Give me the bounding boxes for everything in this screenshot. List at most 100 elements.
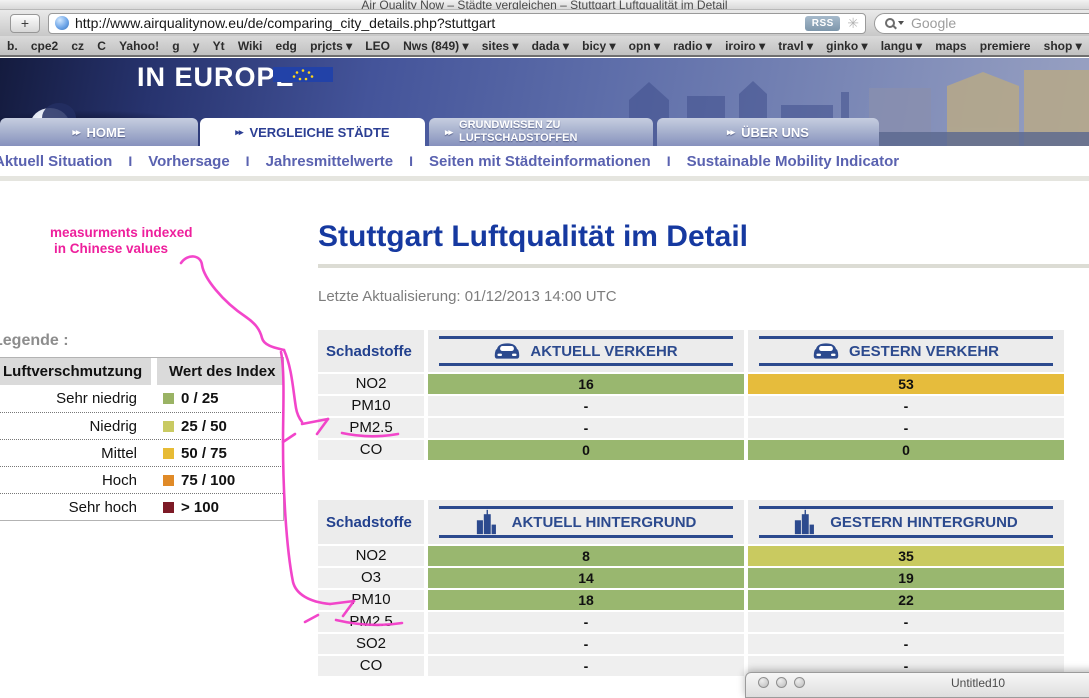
- bookmark-item[interactable]: iroiro ▾: [725, 38, 766, 53]
- index-value-cell: 19: [748, 568, 1064, 588]
- bookmark-item[interactable]: dada ▾: [531, 38, 569, 53]
- bookmark-item[interactable]: langu ▾: [880, 38, 923, 53]
- tab-arrow-icon: ▸▸: [235, 126, 243, 137]
- sub-navigation: Aktuell Situation I Vorhersage I Jahresm…: [0, 146, 1089, 176]
- url-field[interactable]: http://www.airqualitynow.eu/de/comparing…: [48, 12, 866, 34]
- last-update-text: Letzte Aktualisierung: 01/12/2013 14:00 …: [318, 288, 617, 305]
- bookmark-item[interactable]: cz: [71, 38, 85, 53]
- legend-row: Niedrig 25 / 50: [0, 412, 283, 439]
- bookmark-item[interactable]: edg: [275, 38, 297, 53]
- tab-home[interactable]: ▸▸ HOME: [0, 118, 198, 146]
- subnav-staedteinformationen[interactable]: Seiten mit Städteinformationen: [429, 152, 651, 170]
- bookmark-item[interactable]: travl ▾: [778, 38, 813, 53]
- tab-grundwissen[interactable]: ▸▸ GRUNDWISSEN ZU LUFTSCHADSTOFFEN: [429, 118, 653, 146]
- legend-row: Mittel 50 / 75: [0, 439, 283, 466]
- new-tab-button[interactable]: +: [10, 13, 40, 33]
- index-value-cell: 35: [748, 546, 1064, 566]
- index-value-cell: 8: [428, 546, 744, 566]
- window-zoom-button[interactable]: [794, 677, 805, 688]
- tab-ueber-uns[interactable]: ▸▸ ÜBER UNS: [657, 118, 879, 146]
- window-close-button[interactable]: [758, 677, 769, 688]
- subnav-aktuell-situation[interactable]: Aktuell Situation: [0, 152, 113, 170]
- subnav-separator: I: [245, 153, 250, 169]
- tab-label: HOME: [86, 124, 126, 140]
- legend-color-swatch: [163, 474, 174, 486]
- pollutant-label: PM2.5: [318, 612, 424, 632]
- title-divider: [318, 264, 1089, 268]
- subnav-jahresmittelwerte[interactable]: Jahresmittelwerte: [265, 152, 394, 170]
- city-icon: [476, 509, 496, 535]
- bookmark-item[interactable]: Yahoo!: [119, 38, 160, 53]
- car-icon: [813, 343, 839, 359]
- tab-vergleiche-staedte[interactable]: ▸▸ VERGLEICHE STÄDTE: [200, 118, 425, 146]
- subnav-separator: I: [666, 153, 671, 169]
- window-minimize-button[interactable]: [776, 677, 787, 688]
- site-favicon-icon: [55, 16, 69, 30]
- background-window-title: Untitled10: [951, 676, 1006, 690]
- bookmark-item[interactable]: shop ▾: [1043, 38, 1082, 53]
- legend-color-swatch: [163, 393, 174, 404]
- tab-arrow-icon: ▸▸: [727, 126, 735, 137]
- subnav-sustainable-mobility[interactable]: Sustainable Mobility Indicator: [686, 152, 900, 170]
- column-header-label: GESTERN VERKEHR: [848, 342, 1000, 360]
- loading-spinner-icon: ✳: [847, 15, 859, 31]
- traffic-data-table: Schadstoffe AKTUELL VERKEHR GESTERN VERK…: [318, 330, 1064, 460]
- bookmark-item[interactable]: premiere: [979, 38, 1031, 53]
- index-value-cell: -: [428, 612, 744, 632]
- column-header-label: AKTUELL VERKEHR: [530, 342, 678, 360]
- background-data-table: Schadstoffe AKTUELL HINTERGRUND: [318, 500, 1064, 676]
- column-header-label: AKTUELL HINTERGRUND: [511, 513, 697, 531]
- bookmark-item[interactable]: bicy ▾: [582, 38, 616, 53]
- bookmark-item[interactable]: g: [172, 38, 180, 53]
- bookmark-item[interactable]: radio ▾: [673, 38, 712, 53]
- browser-toolbar: + http://www.airqualitynow.eu/de/compari…: [0, 10, 1089, 36]
- index-value-cell: -: [428, 634, 744, 654]
- index-value-cell: 16: [428, 374, 744, 394]
- bookmarks-bar: b. cpe2 cz C Yahoo! g y Yt Wiki edg prjc…: [0, 36, 1089, 57]
- legend-color-swatch: [163, 420, 174, 432]
- site-header-banner: IN EUROPE ▸▸ HOME ▸▸ VERGLEICHE STÄDTE ▸…: [0, 58, 1089, 146]
- banner-title: IN EUROPE: [137, 62, 295, 92]
- background-window-title-bar[interactable]: Untitled10: [745, 672, 1089, 698]
- bookmark-item[interactable]: ginko ▾: [826, 38, 868, 53]
- bookmark-item[interactable]: b.: [7, 38, 18, 53]
- legend-title: Legende :: [0, 332, 69, 349]
- pollutant-label: PM2.5: [318, 418, 424, 438]
- bookmark-item[interactable]: prjcts ▾: [310, 38, 353, 53]
- pollutant-label: PM10: [318, 590, 424, 610]
- bookmark-item[interactable]: Yt: [212, 38, 225, 53]
- bookmark-item[interactable]: opn ▾: [628, 38, 661, 53]
- bookmark-item[interactable]: maps: [935, 38, 967, 53]
- index-value-cell: 0: [748, 440, 1064, 460]
- bookmark-item[interactable]: Wiki: [237, 38, 263, 53]
- eu-flag-icon: [273, 67, 333, 82]
- pollutant-label: PM10: [318, 396, 424, 416]
- search-dropdown-arrow-icon: [898, 21, 904, 25]
- pollutant-label: NO2: [318, 374, 424, 394]
- bookmark-item[interactable]: sites ▾: [481, 38, 519, 53]
- tab-label: GRUNDWISSEN ZU LUFTSCHADSTOFFEN: [459, 119, 578, 144]
- subnav-separator: I: [128, 153, 133, 169]
- bookmark-item[interactable]: cpe2: [30, 38, 59, 53]
- bookmark-item[interactable]: Nws (849) ▾: [403, 38, 469, 53]
- index-value-cell: 53: [748, 374, 1064, 394]
- legend-row: Sehr niedrig 0 / 25: [56, 390, 219, 407]
- index-value-cell: -: [428, 396, 744, 416]
- index-value-cell: -: [428, 656, 744, 676]
- pollutant-label: SO2: [318, 634, 424, 654]
- column-header-label: GESTERN HINTERGRUND: [830, 513, 1018, 531]
- bookmark-item[interactable]: C: [97, 38, 106, 53]
- window-title: Air Quality Now – Städte vergleichen – S…: [361, 0, 728, 10]
- bookmark-item[interactable]: y: [192, 38, 200, 53]
- pollutant-label: CO: [318, 656, 424, 676]
- city-icon: [795, 509, 815, 535]
- bookmark-item[interactable]: LEO: [365, 38, 390, 53]
- subnav-vorhersage[interactable]: Vorhersage: [148, 152, 230, 170]
- search-input[interactable]: Google: [874, 12, 1089, 34]
- index-value-cell: 14: [428, 568, 744, 588]
- tab-arrow-icon: ▸▸: [445, 126, 453, 137]
- rss-button[interactable]: RSS: [805, 15, 841, 31]
- browser-chrome: Air Quality Now – Städte vergleichen – S…: [0, 0, 1089, 58]
- index-value-cell: -: [748, 634, 1064, 654]
- search-icon: [885, 18, 895, 28]
